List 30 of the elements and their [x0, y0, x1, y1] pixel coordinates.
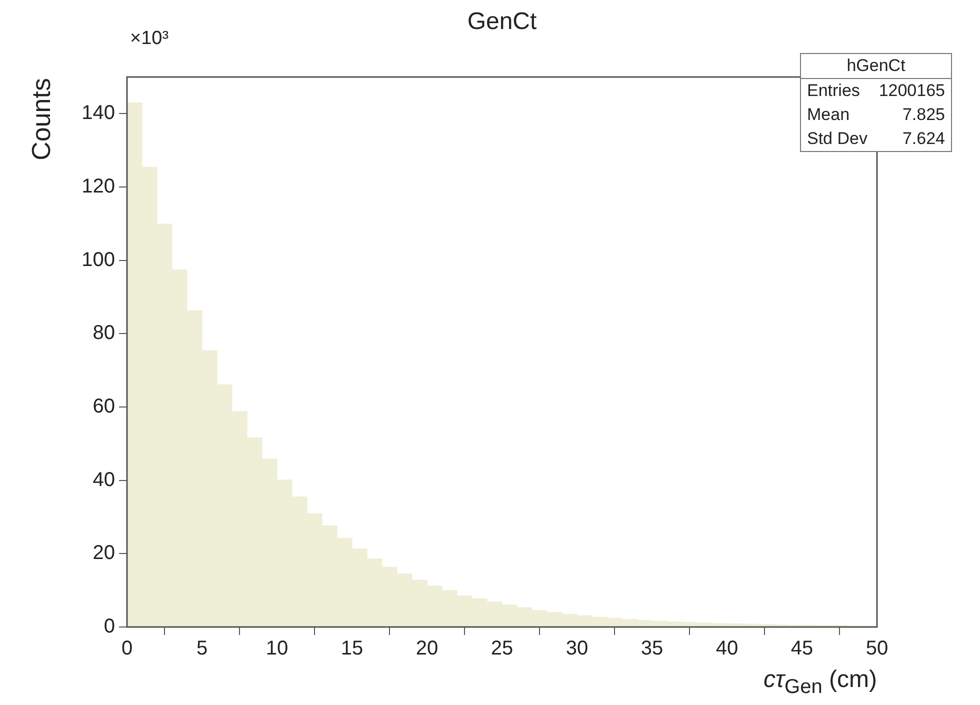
annotation: Mean: [807, 104, 850, 126]
x-tick-label: 30: [566, 638, 588, 660]
chart-title: GenCt: [467, 8, 537, 35]
y-tick-label: 80: [92, 322, 115, 344]
annotation: Entries: [807, 80, 860, 102]
x-tick-label: 50: [866, 638, 888, 660]
y-tick-label: 40: [92, 468, 115, 491]
x-tick-label: 20: [416, 638, 438, 660]
x-tick-label: 5: [196, 638, 208, 660]
x-tick-label: 35: [640, 638, 664, 660]
text: 1200165: [878, 80, 945, 102]
text: ×10³: [130, 28, 169, 50]
y-tick-label: 140: [82, 102, 115, 124]
y-axis-title: Counts: [26, 78, 57, 160]
text: 7.624: [902, 128, 945, 150]
x-tick-label: 15: [340, 638, 364, 660]
y-tick-label: 100: [82, 248, 115, 271]
text: 7.825: [902, 104, 945, 126]
x-axis-title: cτ$_{Gen}$ (cm): [764, 666, 877, 699]
text: hGenCt: [801, 54, 951, 79]
x-tick-label: 45: [790, 638, 814, 660]
x-tick-label: 25: [490, 638, 514, 660]
y-tick-label: 120: [82, 176, 115, 198]
x-tick-label: 40: [716, 638, 738, 660]
y-tick-label: 60: [92, 396, 115, 418]
annotation: Std Dev: [807, 128, 868, 150]
x-tick-label: 10: [266, 638, 288, 660]
x-tick-label: 0: [121, 638, 133, 660]
y-tick-label: 0: [104, 616, 115, 638]
y-tick-label: 20: [92, 542, 115, 564]
